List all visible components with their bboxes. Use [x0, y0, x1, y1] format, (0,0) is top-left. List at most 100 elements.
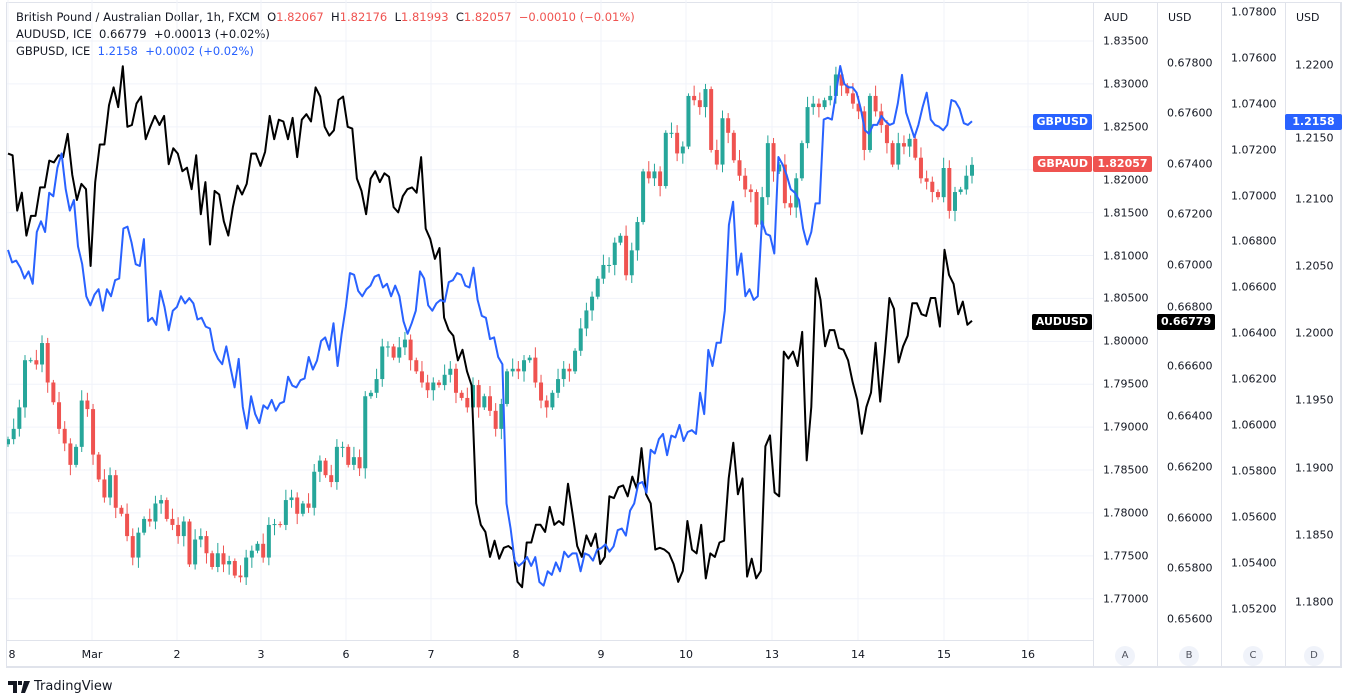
- candle-body: [125, 513, 130, 537]
- candle-body: [697, 100, 702, 108]
- candle-body: [522, 360, 527, 372]
- candle-body: [731, 132, 736, 161]
- axis-b-tick-label: 0.67000: [1167, 258, 1213, 272]
- candle-body: [941, 168, 946, 198]
- candle-body: [193, 539, 198, 565]
- axis-c-tick-label: 1.05200: [1231, 602, 1277, 616]
- candle-body: [850, 93, 855, 104]
- candle-body: [153, 503, 158, 522]
- audusd-price-tag: 0.66779: [1157, 314, 1215, 330]
- candle-body: [890, 143, 895, 165]
- axis-b-tick-label: 0.66000: [1167, 511, 1213, 524]
- axis-b-tick-label: 0.67400: [1167, 157, 1213, 171]
- candle-body: [624, 235, 629, 276]
- open-value: 1.82067: [276, 10, 324, 24]
- legend-audusd-value: 0.66779: [99, 27, 147, 41]
- candle-body: [686, 95, 691, 147]
- axis-a-unit: AUD: [1104, 11, 1129, 24]
- axis-c-button[interactable]: C: [1243, 646, 1263, 666]
- price-axis-d[interactable]: USD 1.2200 1.2150 1.2100 1.2050 1.2000 1.1950 1…: [1285, 3, 1343, 640]
- legend-gbpusd[interactable]: GBPUSD, ICE 1.2158 +0.0002 (+0.02%): [16, 43, 635, 60]
- time-axis-label: 13: [765, 648, 779, 661]
- axis-d-tick-label: 1.2100: [1295, 192, 1334, 206]
- candle-body: [663, 132, 668, 187]
- open-label: O: [267, 10, 277, 24]
- candle-body: [91, 409, 96, 455]
- candle-body: [561, 368, 566, 380]
- candle-body: [74, 446, 79, 465]
- axis-b-tick-label: 0.66400: [1167, 409, 1213, 423]
- candle-body: [578, 328, 583, 351]
- axis-c-tick-label: 1.07400: [1231, 97, 1277, 111]
- candle-body: [419, 371, 424, 383]
- candle-body: [238, 575, 243, 578]
- candle-body: [629, 250, 634, 276]
- price-axis-c[interactable]: 1.07800 1.07600 1.07400 1.07200 1.07000 1.068…: [1221, 3, 1286, 640]
- candle-body: [652, 171, 657, 179]
- time-axis-label: 8: [8, 648, 16, 661]
- axis-c-tick-label: 1.05800: [1231, 464, 1277, 478]
- candle-body: [323, 460, 328, 476]
- axis-d-tick-label: 1.2150: [1295, 131, 1334, 144]
- candle-body: [108, 475, 113, 498]
- candle-body: [765, 143, 770, 198]
- candle-body: [289, 497, 294, 501]
- candle-body: [720, 118, 725, 165]
- high-value: 1.82176: [339, 10, 388, 24]
- high-label: H: [331, 10, 340, 24]
- candle-body: [391, 346, 396, 358]
- candle-body: [896, 143, 901, 165]
- candle-body: [11, 428, 16, 440]
- axis-a-button[interactable]: A: [1115, 646, 1135, 666]
- candle-body: [130, 536, 135, 558]
- candle-body: [539, 382, 544, 401]
- time-axis[interactable]: 8 Mar 2 3 6 7 8 9 10 13 14 15 16: [7, 640, 1093, 668]
- gbpaud-price-tag: 1.82057: [1093, 156, 1152, 172]
- candle-body: [595, 278, 600, 297]
- legend-audusd[interactable]: AUDUSD, ICE 0.66779 +0.00013 (+0.02%): [16, 26, 635, 43]
- low-label: L: [394, 10, 401, 24]
- candle-body: [743, 175, 748, 190]
- price-chart[interactable]: [7, 0, 1093, 640]
- legend-gbpusd-value: 1.2158: [97, 44, 138, 58]
- candle-body: [584, 310, 589, 329]
- candle-body: [924, 178, 929, 182]
- axis-c-tick-label: 1.06800: [1231, 234, 1277, 248]
- axis-b-button[interactable]: B: [1179, 646, 1199, 666]
- candle-body: [266, 524, 271, 558]
- candle-body: [51, 382, 56, 403]
- legend-main-title: British Pound / Australian Dollar, 1h, F…: [16, 10, 260, 24]
- candle-body: [249, 550, 254, 558]
- candle-body: [136, 532, 141, 558]
- candle-body: [221, 553, 226, 565]
- candle-body: [482, 396, 487, 408]
- candle-body: [873, 95, 878, 112]
- candle-body: [436, 382, 441, 386]
- candle-body: [867, 95, 872, 150]
- candle-body: [176, 524, 181, 537]
- axis-c-tick-label: 1.07600: [1231, 51, 1277, 65]
- axis-c-tick-label: 1.06400: [1231, 326, 1277, 340]
- candle-body: [499, 403, 504, 429]
- axis-d-button[interactable]: D: [1304, 646, 1324, 666]
- axis-a-tick-label: 1.82500: [1103, 120, 1149, 134]
- candle-body: [102, 479, 107, 498]
- price-axis-a[interactable]: AUD 1.83500 1.83000 1.82500 1.82000 1.81500 1.…: [1093, 3, 1158, 640]
- legend-main-series[interactable]: British Pound / Australian Dollar, 1h, F…: [16, 9, 635, 26]
- axis-d-unit: USD: [1296, 11, 1320, 24]
- candle-body: [397, 347, 402, 358]
- candle-body: [641, 171, 646, 223]
- candle-body: [544, 400, 549, 408]
- candle-body: [244, 557, 249, 578]
- candle-body: [970, 164, 974, 176]
- tradingview-logo[interactable]: TradingView: [8, 679, 113, 694]
- candle-body: [833, 74, 838, 96]
- axis-d-tick-label: 1.2050: [1295, 259, 1334, 273]
- candle-body: [278, 524, 283, 526]
- candle-body: [306, 503, 311, 508]
- candle-body: [901, 143, 906, 147]
- time-axis-label: 14: [851, 648, 865, 661]
- axis-c-tick-label: 1.06000: [1231, 418, 1277, 432]
- candle-body: [510, 368, 515, 372]
- candle-body: [646, 171, 651, 179]
